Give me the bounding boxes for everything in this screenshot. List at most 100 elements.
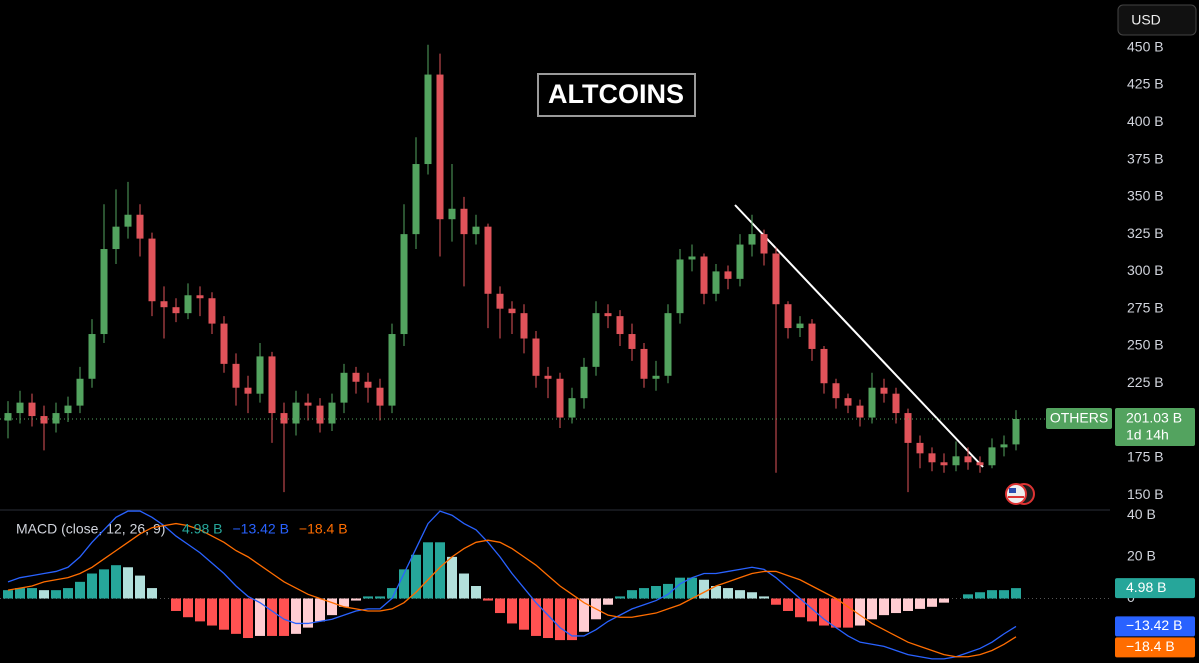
histogram-bar bbox=[231, 598, 241, 634]
candle-body bbox=[520, 313, 528, 339]
candle-body bbox=[316, 405, 324, 424]
candle-body bbox=[688, 256, 696, 260]
histogram-bar bbox=[495, 598, 505, 614]
candle-body bbox=[808, 323, 816, 349]
histogram-bar bbox=[687, 577, 697, 599]
histogram-bar bbox=[279, 598, 289, 636]
candle-body bbox=[496, 293, 504, 309]
y-tick-label: 400 B bbox=[1127, 113, 1164, 129]
candle-body bbox=[892, 393, 900, 414]
histogram-bar bbox=[843, 598, 853, 628]
price-badge bbox=[1115, 407, 1195, 446]
countdown-label: 1d 14h bbox=[1126, 427, 1169, 443]
candle-body bbox=[196, 295, 204, 299]
candle-body bbox=[124, 214, 132, 227]
histogram-bar bbox=[87, 573, 97, 599]
last-price-label: 201.03 B bbox=[1126, 410, 1182, 426]
y-tick-label: 20 B bbox=[1127, 548, 1156, 564]
histogram-bar bbox=[387, 588, 397, 599]
legend-value: 4.98 B bbox=[182, 521, 222, 537]
candle-body bbox=[388, 334, 396, 406]
candle-body bbox=[604, 313, 612, 317]
candle-body bbox=[676, 259, 684, 314]
histogram-bar bbox=[603, 598, 613, 605]
histogram-bar bbox=[783, 598, 793, 611]
chart-title: ALTCOINS bbox=[548, 79, 684, 109]
candle-body bbox=[1000, 444, 1008, 448]
candle-body bbox=[280, 413, 288, 424]
histogram-bar bbox=[903, 598, 913, 611]
candle-body bbox=[148, 238, 156, 302]
histogram-bar bbox=[711, 586, 721, 599]
histogram-bar bbox=[735, 590, 745, 599]
histogram-bar bbox=[435, 542, 445, 599]
histogram-bar bbox=[267, 598, 277, 636]
histogram-bar bbox=[363, 596, 373, 599]
value-badge-label: 4.98 B bbox=[1126, 579, 1166, 595]
histogram-bar bbox=[759, 596, 769, 599]
value-badge bbox=[1115, 578, 1195, 599]
value-badge bbox=[1115, 616, 1195, 637]
histogram-bar bbox=[579, 598, 589, 632]
candle-body bbox=[700, 256, 708, 294]
histogram-bar bbox=[447, 556, 457, 599]
histogram-bar bbox=[291, 598, 301, 634]
value-badge bbox=[1115, 637, 1195, 658]
signal-line bbox=[7, 522, 1017, 658]
candle-body bbox=[352, 372, 360, 382]
candle-body bbox=[736, 244, 744, 279]
histogram-bar bbox=[171, 598, 181, 611]
candle-body bbox=[592, 313, 600, 367]
candle-body bbox=[232, 363, 240, 388]
candle-body bbox=[820, 348, 828, 384]
y-tick-label: 350 B bbox=[1127, 188, 1164, 204]
currency-label[interactable]: USD bbox=[1131, 12, 1161, 28]
candle-body bbox=[916, 442, 924, 454]
candle-body bbox=[628, 334, 636, 349]
histogram-bar bbox=[375, 596, 385, 599]
macd-line bbox=[7, 510, 1017, 660]
candle-body bbox=[748, 234, 756, 245]
histogram-bar bbox=[63, 588, 73, 599]
candle-body bbox=[244, 387, 252, 394]
candle-body bbox=[100, 249, 108, 335]
candle-body bbox=[292, 402, 300, 424]
histogram-bar bbox=[183, 598, 193, 618]
candle-body bbox=[400, 234, 408, 335]
histogram-bar bbox=[999, 590, 1009, 599]
candle-body bbox=[544, 375, 552, 379]
histogram-bar bbox=[411, 554, 421, 599]
y-tick-label: 325 B bbox=[1127, 225, 1164, 241]
y-tick-label: 250 B bbox=[1127, 337, 1164, 353]
candle-body bbox=[952, 456, 960, 466]
histogram-bar bbox=[327, 598, 337, 616]
histogram-bar bbox=[651, 586, 661, 599]
currency-button[interactable] bbox=[1117, 4, 1197, 36]
histogram-bar bbox=[39, 590, 49, 599]
histogram-bar bbox=[891, 598, 901, 614]
flag-icon bbox=[1005, 483, 1035, 505]
candle-body bbox=[652, 375, 660, 379]
candle-body bbox=[1012, 418, 1020, 445]
candle-body bbox=[940, 462, 948, 466]
candle-body bbox=[76, 378, 84, 406]
histogram-bar bbox=[3, 590, 13, 599]
histogram-bar bbox=[927, 598, 937, 607]
candle-body bbox=[208, 298, 216, 324]
histogram-bar bbox=[975, 592, 985, 599]
candle-body bbox=[784, 304, 792, 329]
y-tick-label: 450 B bbox=[1127, 38, 1164, 54]
histogram-bar bbox=[135, 575, 145, 599]
candle-body bbox=[508, 308, 516, 314]
y-tick-label: 40 B bbox=[1127, 506, 1156, 522]
macd-title: MACD (close, 12, 26, 9) bbox=[16, 521, 165, 537]
candle-body bbox=[328, 402, 336, 424]
candle-body bbox=[268, 356, 276, 414]
histogram-bar bbox=[423, 542, 433, 599]
histogram-bar bbox=[147, 588, 157, 599]
histogram-bar bbox=[255, 598, 265, 636]
series-badge bbox=[1046, 407, 1112, 429]
candle-body bbox=[364, 381, 372, 388]
title-box bbox=[537, 73, 696, 117]
